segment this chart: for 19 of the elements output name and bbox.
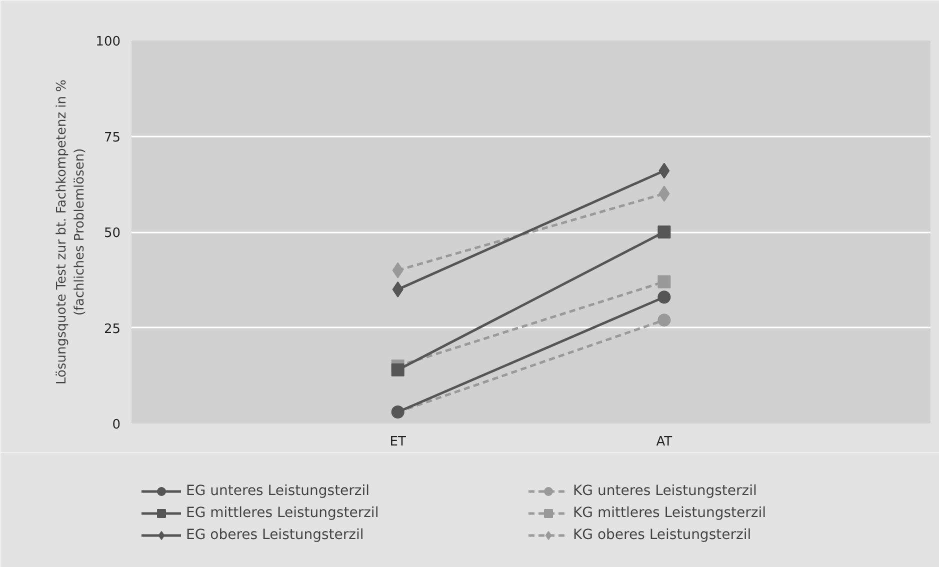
point [658, 290, 671, 304]
x-tick-label: ET [390, 434, 406, 450]
legend-label: KG unteres Leistungsterzil [573, 483, 758, 499]
y-tick-label: 50 [104, 226, 121, 241]
point [391, 363, 404, 376]
y-tick-label: 25 [104, 322, 121, 337]
y-tick-label: 0 [112, 418, 121, 432]
y-tick-label: 75 [104, 130, 121, 146]
y-axis-title: Lösungsquote Test zur bt. Fachkompetenz in % (fachliches Problemlösen) [54, 80, 88, 384]
point [658, 314, 671, 327]
y-tick-label: 100 [96, 34, 121, 50]
legend-label: EG mittleres Leistungsterzil [186, 505, 380, 521]
point [658, 226, 671, 238]
legend-label: KG oberes Leistungsterzil [573, 527, 752, 543]
point [658, 275, 671, 288]
legend-label: EG unteres Leistungsterzil [186, 483, 371, 499]
x-tick-label: AT [656, 434, 672, 450]
legend-label: KG mittleres Leistungsterzil [573, 505, 768, 521]
legend-label: EG oberes Leistungsterzil [186, 527, 365, 543]
